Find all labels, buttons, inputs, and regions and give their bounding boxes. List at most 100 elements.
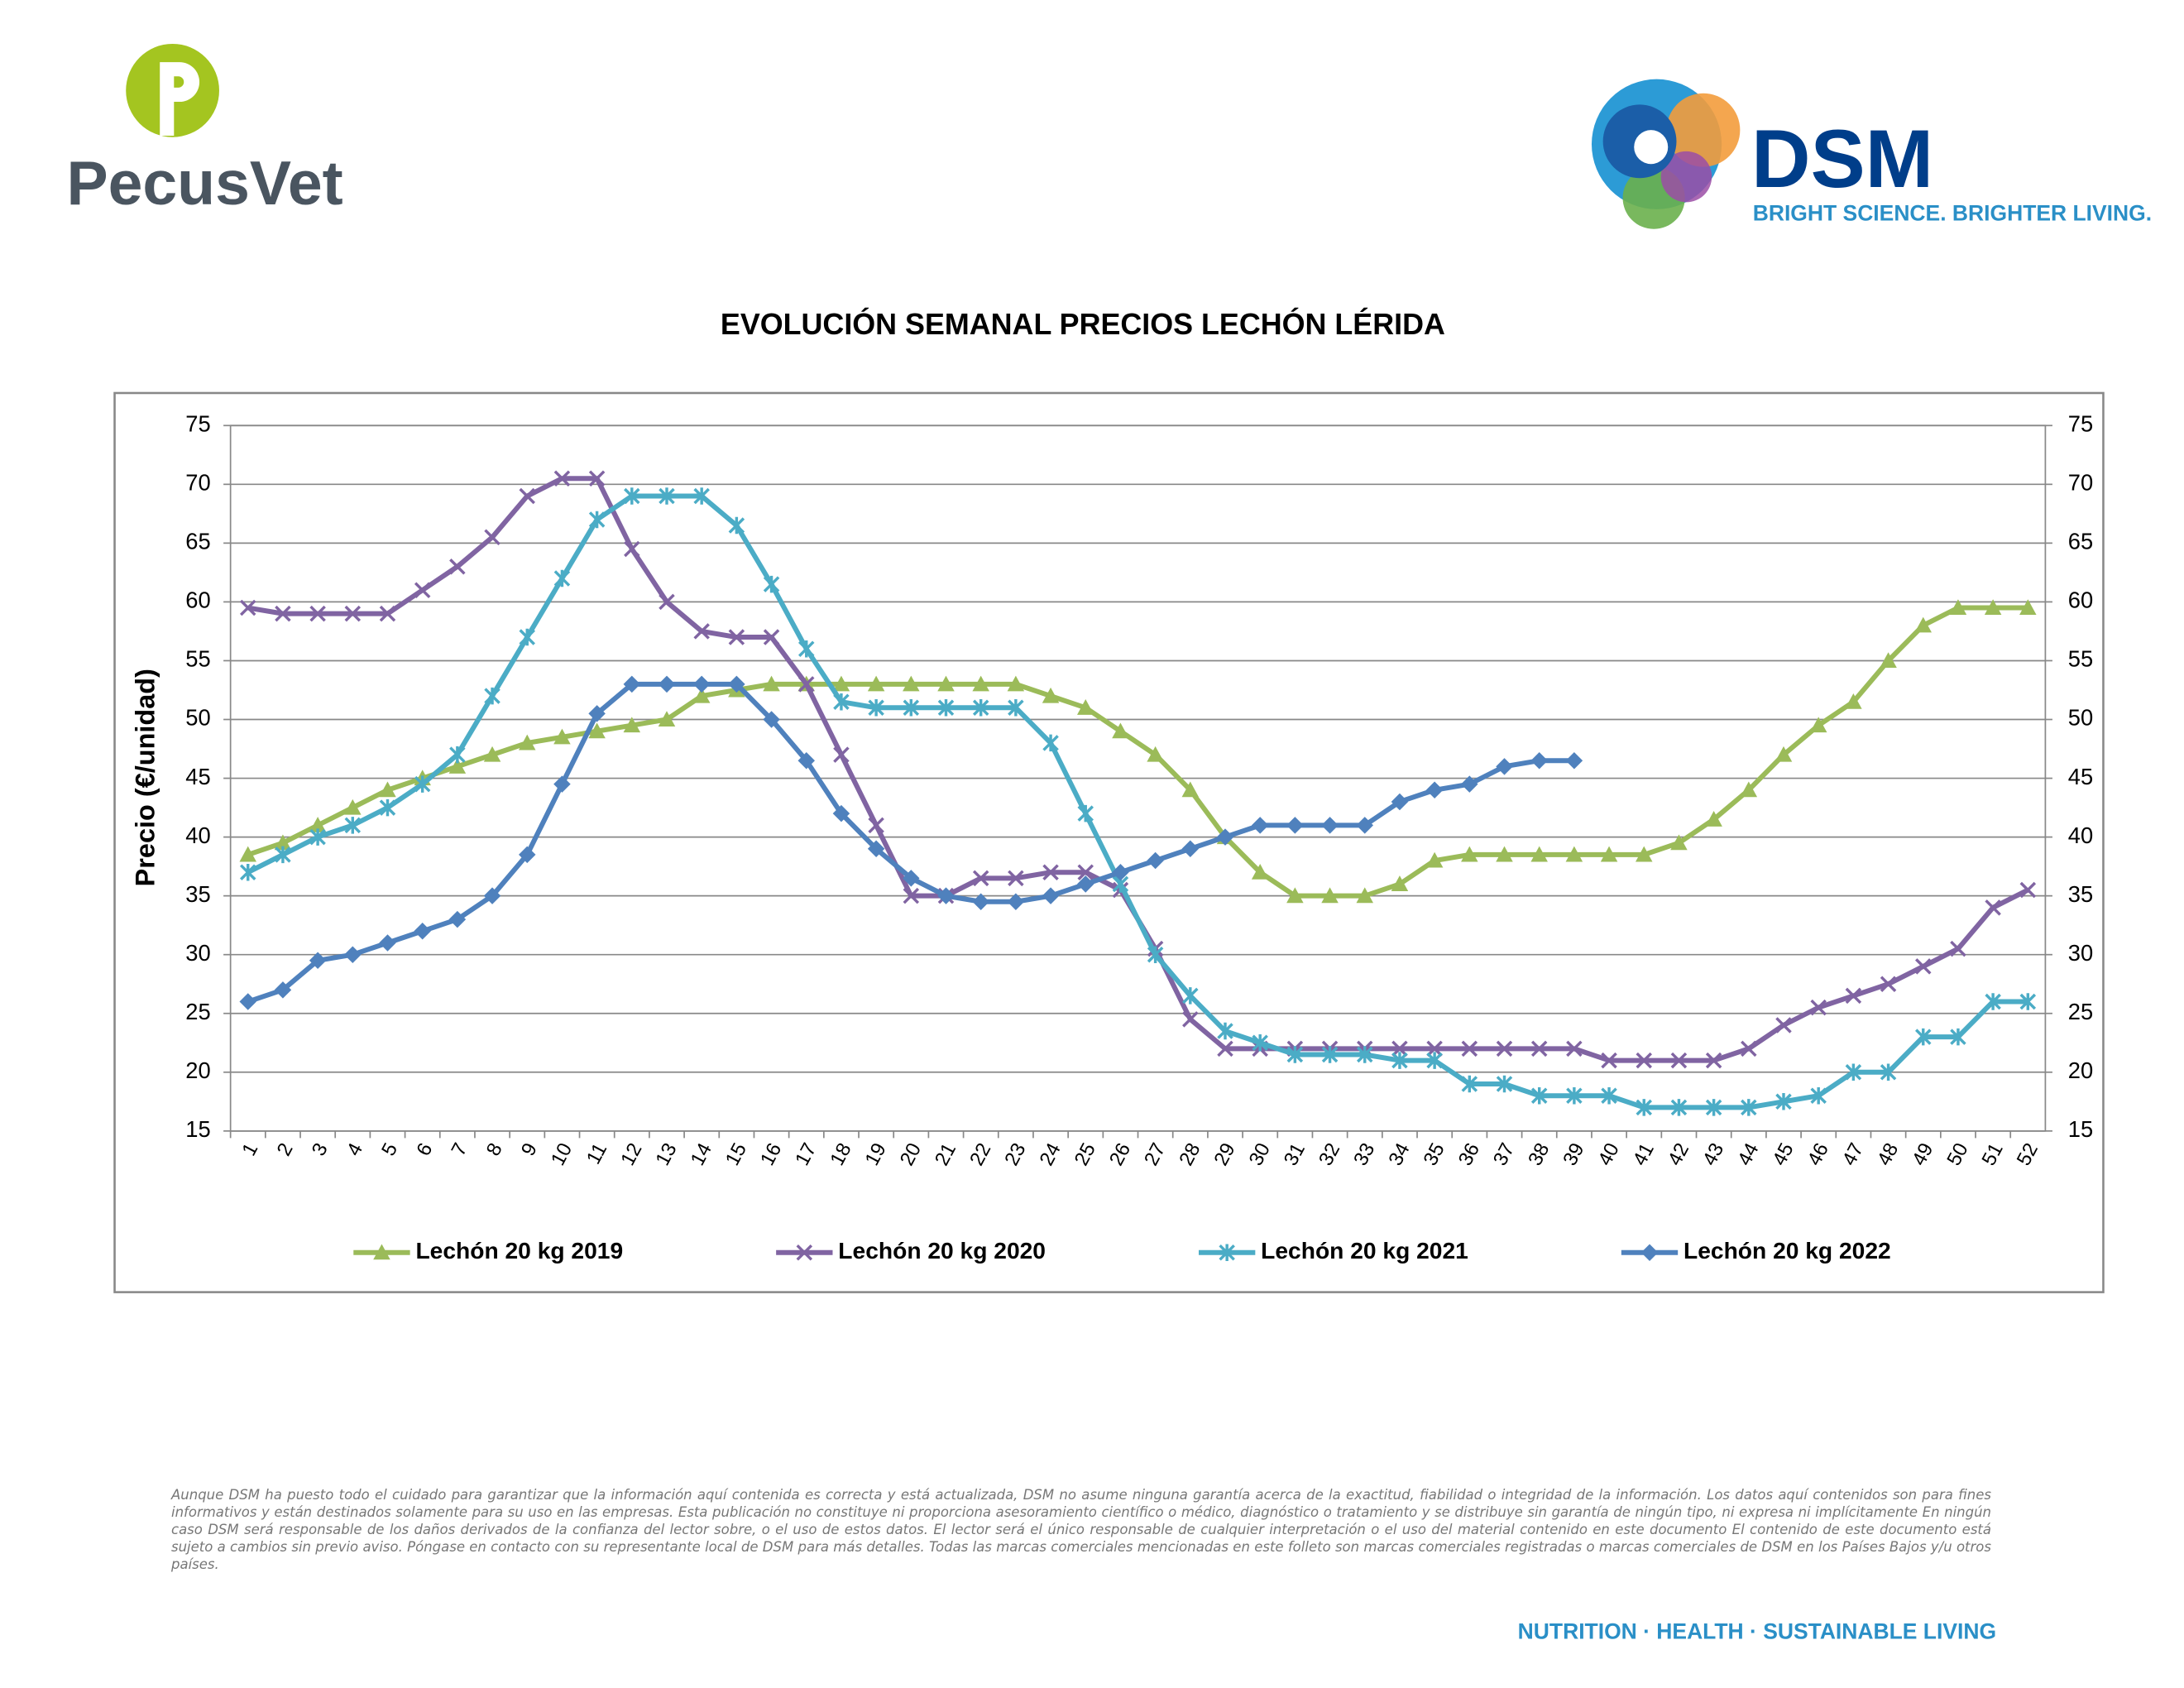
data-point [728,629,745,645]
x-tick-label: 33 [1349,1139,1379,1169]
data-point [1007,675,1025,692]
data-point [692,675,711,693]
footer-slogan: NUTRITION · HEALTH · SUSTAINABLE LIVING [1518,1618,1996,1643]
x-tick-label: 50 [1942,1139,1972,1169]
x-tick-label: 14 [687,1139,716,1169]
y-tick-label: 75 [185,410,210,436]
x-tick-label: 16 [756,1139,786,1169]
data-point [1356,887,1373,904]
data-point [1949,599,1967,616]
y-tick-label: 40 [185,822,210,848]
dsm-logo-mark [1591,79,1741,229]
y2-tick-label: 35 [2068,881,2093,907]
data-point [1845,693,1862,709]
data-point [1670,834,1688,851]
data-point [1321,1046,1339,1063]
data-point [1530,1040,1548,1057]
data-point [1880,1063,1897,1081]
series-line [247,476,2029,1063]
data-point [1810,999,1827,1016]
x-tick-label: 2 [273,1139,298,1159]
data-point [1496,758,1513,775]
data-point [1252,1034,1268,1052]
data-point [1391,875,1409,891]
x-tick-label: 28 [1175,1139,1205,1169]
data-point [1565,846,1583,862]
data-point [1636,846,1653,862]
data-point [309,828,326,846]
data-point [903,699,920,717]
data-point [588,511,606,529]
x-tick-label: 11 [582,1139,611,1168]
data-point [833,693,850,711]
data-point [1496,1075,1513,1093]
pecusvet-logo-text: PecusVet [66,148,342,218]
y2-tick-label: 75 [2068,410,2093,436]
data-point [1042,734,1059,752]
x-tick-label: 22 [965,1139,995,1169]
data-point [1391,1040,1408,1057]
x-tick-label: 46 [1803,1139,1833,1169]
data-point [1741,1099,1757,1116]
data-point [1112,722,1129,739]
y2-tick-label: 20 [2068,1057,2093,1083]
data-point [693,487,710,505]
data-point [1705,811,1722,827]
x-tick-label: 37 [1489,1139,1519,1169]
series-line [247,493,2028,1110]
data-point [1461,1040,1478,1057]
data-point [1915,1028,1932,1046]
data-point [692,687,711,703]
data-point [309,817,327,832]
x-tick-label: 19 [860,1139,890,1169]
x-tick-label: 30 [1245,1139,1275,1169]
y-tick-label: 20 [185,1057,210,1083]
y-tick-label: 50 [185,705,210,731]
x-tick-label: 8 [482,1139,507,1159]
data-point [1286,817,1304,834]
data-point [1356,1046,1373,1063]
y-tick-label: 65 [185,529,210,554]
data-point [449,559,466,575]
x-tick-label: 31 [1280,1139,1310,1169]
data-point [1461,775,1478,793]
y2-tick-label: 50 [2068,705,2093,731]
x-tick-label: 29 [1209,1139,1239,1169]
data-point [972,675,989,692]
chart-title: EVOLUCIÓN SEMANAL PRECIOS LECHÓN LÉRIDA [721,308,1445,341]
data-point [275,605,291,622]
legend-label: Lechón 20 kg 2021 [1261,1237,1468,1264]
data-point [1076,875,1094,893]
data-point [1286,887,1304,904]
y2-tick-label: 40 [2068,822,2093,848]
series-line [247,605,2028,899]
legend-marker [796,1244,813,1261]
y2-tick-label: 25 [2068,999,2093,1024]
data-point [1566,1040,1583,1057]
data-point [1845,987,1862,1005]
data-point [239,846,256,862]
data-point [414,582,431,598]
data-point [903,675,920,692]
data-point [1147,746,1164,762]
data-point [448,758,467,774]
chart-frame [113,391,2105,1293]
data-point [1530,751,1548,770]
data-point [274,834,292,851]
data-point [693,623,710,640]
x-tick-label: 32 [1315,1139,1344,1169]
x-tick-label: 45 [1768,1139,1798,1169]
data-point [1530,846,1548,862]
data-point [588,470,606,487]
y2-tick-label: 55 [2068,646,2093,672]
y-tick-label: 60 [185,587,210,613]
data-point [833,746,850,763]
data-point [2019,993,2037,1010]
y2-tick-label: 30 [2068,940,2093,966]
x-tick-label: 21 [931,1139,960,1169]
x-tick-label: 3 [308,1139,333,1159]
data-point [1461,1075,1478,1093]
x-tick-label: 40 [1593,1139,1623,1169]
data-point [658,711,676,727]
data-point [379,934,396,952]
